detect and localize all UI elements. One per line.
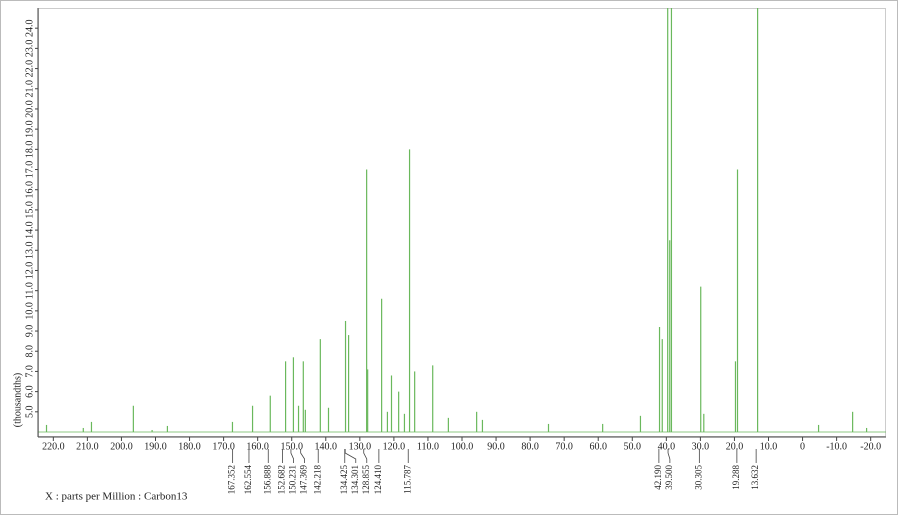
x-tick-label: 180.0 xyxy=(178,441,201,452)
y-tick-label: 15.0 xyxy=(24,201,35,219)
y-tick-label: 23.0 xyxy=(24,40,35,58)
peak-label: 156.888 xyxy=(262,465,272,495)
y-tick-label: 17.0 xyxy=(24,161,35,179)
x-tick-label: 140.0 xyxy=(315,441,338,452)
x-tick-label: 120.0 xyxy=(383,441,406,452)
y-tick-label: 19.0 xyxy=(24,120,35,138)
x-tick-label: 170.0 xyxy=(212,441,235,452)
peak-label: 147.369 xyxy=(299,465,309,495)
x-tick-label: 80.0 xyxy=(521,441,539,452)
y-tick-label: 24.0 xyxy=(24,19,35,37)
peak-label: 134.425 xyxy=(339,465,349,495)
y-tick-label: 20.0 xyxy=(24,100,35,118)
x-tick-label: 90.0 xyxy=(487,441,505,452)
x-tick-label: -20.0 xyxy=(860,441,881,452)
peak-label: 39.500 xyxy=(664,465,674,490)
y-axis-title: (thousandths) xyxy=(12,373,23,427)
y-tick-label: 13.0 xyxy=(24,242,35,259)
peak-label-leader xyxy=(344,449,357,463)
peak-label: 167.352 xyxy=(227,465,237,494)
peak-label: 13.632 xyxy=(750,465,760,490)
x-tick-label: 110.0 xyxy=(417,441,439,452)
x-tick-label: 160.0 xyxy=(246,441,269,452)
x-tick-label: 190.0 xyxy=(144,441,167,452)
x-axis-title: X : parts per Million : Carbon13 xyxy=(45,491,188,503)
peak-label-leader xyxy=(290,449,294,463)
peak-label: 124.410 xyxy=(373,465,383,495)
peak-label: 134.301 xyxy=(350,465,360,494)
y-tick-label: 11.0 xyxy=(24,282,35,299)
x-tick-label: 150.0 xyxy=(280,441,303,452)
y-tick-label: 16.0 xyxy=(24,181,35,199)
y-tick-label: 12.0 xyxy=(24,262,35,280)
x-tick-label: 200.0 xyxy=(110,441,133,452)
y-tick-label: 8.0 xyxy=(24,345,35,358)
peak-label: 162.554 xyxy=(243,465,253,495)
plot-area xyxy=(38,8,886,433)
x-tick-label: -10.0 xyxy=(826,441,847,452)
y-tick-label: 9.0 xyxy=(24,325,35,338)
peak-label-leader xyxy=(300,449,305,463)
x-tick-label: 50.0 xyxy=(624,441,642,452)
x-tick-label: 130.0 xyxy=(349,441,372,452)
peak-label-leader xyxy=(667,449,671,463)
y-tick-label: 14.0 xyxy=(24,221,35,239)
peak-label-leader xyxy=(363,449,368,463)
y-tick-label: 18.0 xyxy=(24,141,35,159)
peak-label: 19.288 xyxy=(731,465,741,490)
x-tick-label: 210.0 xyxy=(76,441,99,452)
peak-label: 115.787 xyxy=(402,465,412,494)
x-tick-label: 220.0 xyxy=(42,441,65,452)
peak-label: 128.855 xyxy=(361,465,371,495)
x-tick-label: 100.0 xyxy=(451,441,474,452)
x-tick-label: 30.0 xyxy=(692,441,710,452)
x-tick-label: 10.0 xyxy=(760,441,778,452)
peak-label: 30.305 xyxy=(693,465,703,490)
y-tick-label: 22.0 xyxy=(24,60,35,78)
x-tick-label: 20.0 xyxy=(726,441,744,452)
y-tick-label: 5.0 xyxy=(24,406,35,419)
x-tick-label: 60.0 xyxy=(589,441,607,452)
peak-label: 142.218 xyxy=(312,465,322,495)
x-tick-label: 0 xyxy=(800,441,805,452)
x-tick-label: 70.0 xyxy=(555,441,573,452)
y-tick-label: 7.0 xyxy=(24,365,35,378)
peak-label: 150.231 xyxy=(288,465,298,494)
y-tick-label: 10.0 xyxy=(24,302,35,320)
peak-label: 152.682 xyxy=(277,465,287,494)
x-tick-label: 40.0 xyxy=(658,441,676,452)
y-tick-label: 6.0 xyxy=(24,385,35,398)
peak-label: 42.190 xyxy=(653,465,663,490)
y-tick-label: 21.0 xyxy=(24,80,35,98)
